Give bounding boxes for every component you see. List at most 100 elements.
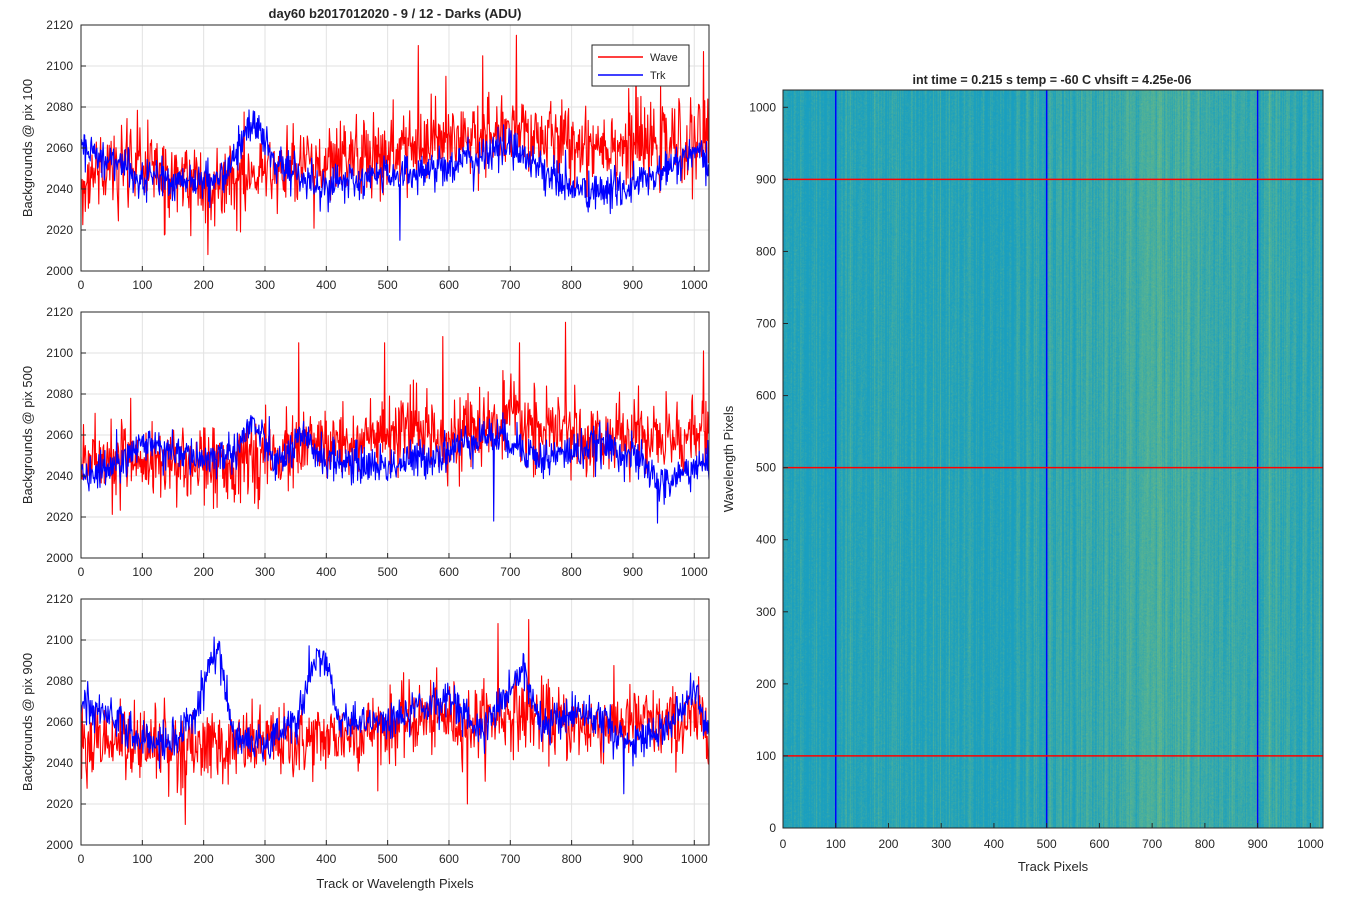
y-tick-label: 300 <box>756 605 776 619</box>
y-tick-label: 100 <box>756 749 776 763</box>
x-tick-label: 300 <box>931 837 951 851</box>
series-group <box>80 321 710 524</box>
tick-labels: 0 100 200 300 400 500 600 700 800 900 1000 0 100 200 3… <box>749 100 1324 851</box>
x-tick-label: 0 <box>78 565 85 579</box>
x-tick-label: 1000 <box>681 852 708 866</box>
y-tick-label: 400 <box>756 533 776 547</box>
x-tick-label: 0 <box>78 278 85 292</box>
x-tick-label: 400 <box>316 565 336 579</box>
y-tick-label: 900 <box>756 172 776 186</box>
x-tick-label: 700 <box>500 852 520 866</box>
y-tick-label: 2120 <box>46 18 73 32</box>
x-tick-label: 100 <box>132 278 152 292</box>
y-tick-label: 2020 <box>46 223 73 237</box>
x-tick-label: 1000 <box>681 565 708 579</box>
heatmap-image-container <box>783 90 1323 828</box>
x-tick-label: 300 <box>255 565 275 579</box>
y-tick-label: 0 <box>769 821 776 835</box>
tick-labels: 0 100 200 300 400 500 600 700 800 900 1000 2000 2020… <box>46 592 708 866</box>
y-tick-label: 500 <box>756 461 776 475</box>
x-tick-label: 800 <box>562 565 582 579</box>
x-tick-label: 100 <box>132 852 152 866</box>
x-tick-label: 200 <box>878 837 898 851</box>
y-tick-label: 700 <box>756 317 776 331</box>
x-tick-label: 500 <box>378 278 398 292</box>
y-tick-label: 2060 <box>46 141 73 155</box>
legend-box <box>591 44 690 87</box>
x-tick-label: 800 <box>1195 837 1215 851</box>
y-tick-label: 2020 <box>46 510 73 524</box>
heatmap-title: int time = 0.215 s temp = -60 C vhsift =… <box>913 73 1192 87</box>
heatmap-y-axis-label: Wavelength Pixels <box>721 405 736 512</box>
y-tick-label: 2040 <box>46 756 73 770</box>
x-tick-label: 200 <box>194 565 214 579</box>
legend-label-trk: Trk <box>650 70 666 82</box>
x-tick-label: 700 <box>500 565 520 579</box>
series-group <box>80 34 710 256</box>
legend-label-wave: Wave <box>650 52 678 64</box>
x-tick-label: 400 <box>316 852 336 866</box>
y-axis-label: Backgrounds @ pix 900 <box>20 653 35 791</box>
heatmap-frame <box>782 89 1324 829</box>
x-tick-label: 1000 <box>1297 837 1324 851</box>
x-tick-label: 100 <box>826 837 846 851</box>
x-tick-label: 600 <box>439 565 459 579</box>
y-tick-label: 2080 <box>46 100 73 114</box>
x-tick-label: 300 <box>255 852 275 866</box>
line-plot-pix-100: 0 100 200 300 400 500 600 700 800 900 1000 2000 2020… <box>20 18 710 292</box>
y-tick-label: 2020 <box>46 797 73 811</box>
x-axis-label: Track or Wavelength Pixels <box>316 876 474 891</box>
x-tick-label: 400 <box>984 837 1004 851</box>
x-tick-label: 800 <box>562 852 582 866</box>
series-group <box>80 618 710 826</box>
marker-lines <box>783 90 1323 828</box>
tick-labels: 0 100 200 300 400 500 600 700 800 900 1000 2000 2020… <box>46 305 708 579</box>
x-tick-label: 0 <box>78 852 85 866</box>
x-tick-label: 200 <box>194 852 214 866</box>
x-tick-label: 1000 <box>681 278 708 292</box>
x-tick-label: 400 <box>316 278 336 292</box>
x-tick-label: 300 <box>255 278 275 292</box>
y-tick-label: 600 <box>756 389 776 403</box>
x-tick-label: 600 <box>439 278 459 292</box>
y-tick-label: 1000 <box>749 100 776 114</box>
y-tick-label: 2000 <box>46 838 73 852</box>
y-tick-label: 200 <box>756 677 776 691</box>
series-line-trk <box>80 109 710 241</box>
x-tick-label: 700 <box>1142 837 1162 851</box>
x-tick-label: 900 <box>623 278 643 292</box>
y-tick-label: 2080 <box>46 674 73 688</box>
y-tick-label: 2120 <box>46 592 73 606</box>
figure-title: day60 b2017012020 - 9 / 12 - Darks (ADU) <box>269 6 522 21</box>
y-tick-label: 2000 <box>46 264 73 278</box>
x-tick-label: 900 <box>623 565 643 579</box>
series-line-trk <box>80 636 710 795</box>
y-axis-label: Backgrounds @ pix 100 <box>20 79 35 217</box>
x-tick-label: 100 <box>132 565 152 579</box>
x-tick-label: 500 <box>1037 837 1057 851</box>
y-tick-label: 2040 <box>46 469 73 483</box>
x-tick-label: 700 <box>500 278 520 292</box>
y-tick-label: 2040 <box>46 182 73 196</box>
y-axis-label: Backgrounds @ pix 500 <box>20 366 35 504</box>
x-tick-label: 600 <box>439 852 459 866</box>
x-tick-label: 600 <box>1089 837 1109 851</box>
y-tick-label: 2060 <box>46 715 73 729</box>
y-tick-label: 800 <box>756 244 776 258</box>
line-plot-pix-500: 0 100 200 300 400 500 600 700 800 900 1000 2000 2020… <box>20 305 710 579</box>
heatmap-x-axis-label: Track Pixels <box>1018 859 1089 874</box>
x-tick-label: 900 <box>1248 837 1268 851</box>
x-tick-label: 200 <box>194 278 214 292</box>
line-plot-pix-900: 0 100 200 300 400 500 600 700 800 900 1000 2000 2020… <box>20 592 710 891</box>
y-tick-label: 2100 <box>46 346 73 360</box>
y-tick-label: 2000 <box>46 551 73 565</box>
x-tick-label: 500 <box>378 852 398 866</box>
y-tick-label: 2060 <box>46 428 73 442</box>
tick-labels: 0 100 200 300 400 500 600 700 800 900 1000 2000 2020… <box>46 18 708 292</box>
x-tick-label: 900 <box>623 852 643 866</box>
series-line-trk <box>80 412 710 524</box>
y-tick-label: 2100 <box>46 633 73 647</box>
heatmap-plot: int time = 0.215 s temp = -60 C vhsift =… <box>721 73 1324 874</box>
y-tick-label: 2080 <box>46 387 73 401</box>
